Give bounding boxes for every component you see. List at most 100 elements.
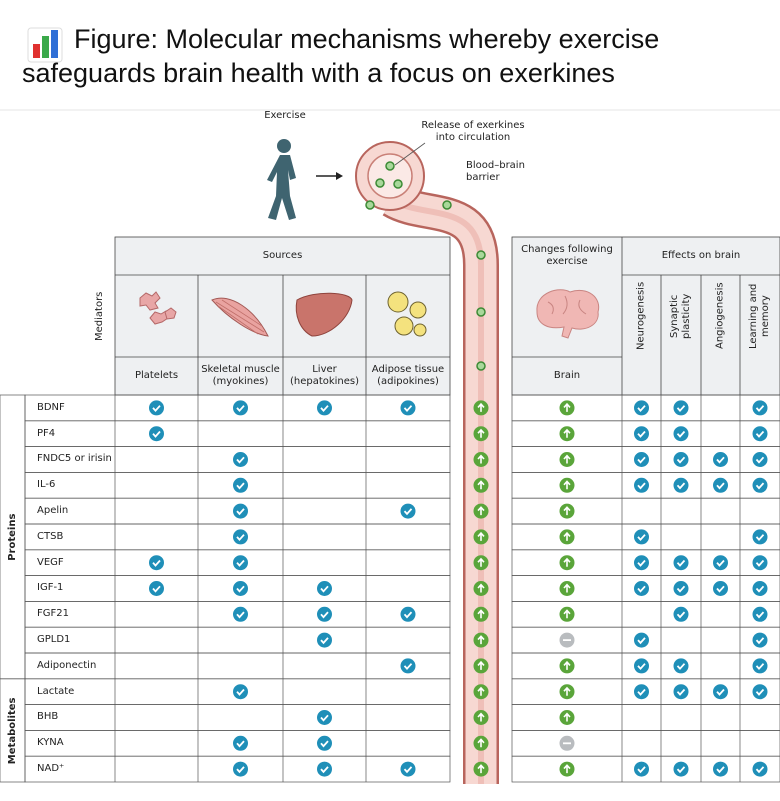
vessel-arrow [473, 606, 489, 622]
vessel-arrow [473, 503, 489, 519]
check-mark [673, 658, 689, 674]
check-mark [752, 684, 768, 700]
check-mark [634, 632, 649, 648]
check-mark [752, 452, 768, 467]
check-mark [752, 555, 768, 571]
mediator-name: Apelin [37, 505, 69, 517]
check-mark [400, 606, 416, 622]
change-up [559, 477, 575, 493]
check-mark [634, 426, 649, 442]
source-label: Liver (hepatokines) [289, 364, 360, 387]
check-mark [673, 606, 689, 622]
check-mark [713, 555, 728, 571]
change-up [559, 400, 575, 416]
effects-label: Effects on brain [661, 250, 741, 261]
check-mark [233, 477, 248, 493]
check-mark [634, 477, 649, 493]
check-mark [752, 632, 768, 648]
effect-label: Angiogenesis [714, 282, 726, 350]
change-none [559, 735, 575, 751]
check-mark [317, 581, 332, 596]
check-mark [634, 452, 649, 467]
liver-icon [295, 292, 353, 337]
check-mark [233, 606, 248, 622]
vessel-arrow [473, 632, 489, 648]
change-up [559, 761, 575, 777]
check-mark [400, 503, 416, 519]
muscle-icon [211, 297, 269, 337]
check-mark [233, 735, 248, 751]
vessel-arrow [473, 735, 489, 751]
mediator-name: Lactate [37, 685, 75, 697]
arrow [316, 172, 343, 180]
check-mark [149, 555, 164, 571]
check-mark [233, 452, 248, 467]
vessel-arrow [473, 684, 489, 700]
check-mark [752, 581, 768, 596]
change-none [559, 632, 575, 648]
change-up [559, 426, 575, 442]
vessel-arrow [473, 710, 489, 725]
change-up [559, 503, 575, 519]
vessel-arrow [473, 581, 489, 596]
check-mark [752, 606, 768, 622]
vessel-arrow [473, 555, 489, 571]
check-mark [317, 632, 332, 648]
check-mark [233, 400, 248, 416]
title: Figure: Molecular mechanisms whereby exe… [22, 24, 660, 88]
brain-column: Brain [553, 370, 581, 381]
check-mark [673, 400, 689, 416]
mediator-name: Adiponectin [37, 659, 97, 671]
check-mark [673, 477, 689, 493]
check-mark [317, 710, 332, 725]
group-cell [0, 678, 26, 783]
check-mark [634, 400, 649, 416]
change-up [559, 710, 575, 725]
check-mark [149, 581, 164, 596]
check-mark [673, 426, 689, 442]
mediator-name: GPLD1 [37, 634, 71, 646]
release-label: Release of exerkines into circulation [421, 120, 525, 143]
check-mark [752, 477, 768, 493]
mediators-label: Mediators [94, 291, 105, 341]
change-up [559, 658, 575, 674]
vessel-arrow [473, 452, 489, 467]
check-mark [752, 426, 768, 442]
source-label: Adipose tissue (adipokines) [371, 364, 445, 387]
check-mark [752, 529, 768, 545]
brain-icon [536, 289, 600, 339]
effect-label: Learning and memory [748, 283, 771, 349]
barrier-label: Blood–brain barrier [466, 160, 525, 183]
mediator-name: BHB [37, 711, 59, 723]
changes-label: Changes following exercise [521, 244, 613, 267]
check-mark [634, 555, 649, 571]
check-mark [634, 761, 649, 777]
check-mark [713, 581, 728, 596]
mediator-name: FGF21 [37, 608, 69, 620]
vessel-arrow [473, 477, 489, 493]
check-mark [233, 555, 248, 571]
check-mark [149, 400, 164, 416]
check-mark [634, 658, 649, 674]
check-mark [673, 761, 689, 777]
change-up [559, 606, 575, 622]
check-mark [233, 529, 248, 545]
check-mark [713, 477, 728, 493]
sources-label: Sources [262, 250, 303, 261]
vessel-arrow [473, 761, 489, 777]
check-mark [634, 529, 649, 545]
runner [267, 139, 296, 220]
row-right [511, 755, 780, 783]
check-mark [149, 426, 164, 442]
mediator-name: NAD⁺ [37, 763, 65, 775]
platelets-icon [139, 291, 177, 325]
check-mark [400, 761, 416, 777]
check-mark [752, 400, 768, 416]
check-mark [317, 735, 332, 751]
change-up [559, 555, 575, 571]
vessel-arrow [473, 426, 489, 442]
check-mark [752, 761, 768, 777]
check-mark [634, 684, 649, 700]
